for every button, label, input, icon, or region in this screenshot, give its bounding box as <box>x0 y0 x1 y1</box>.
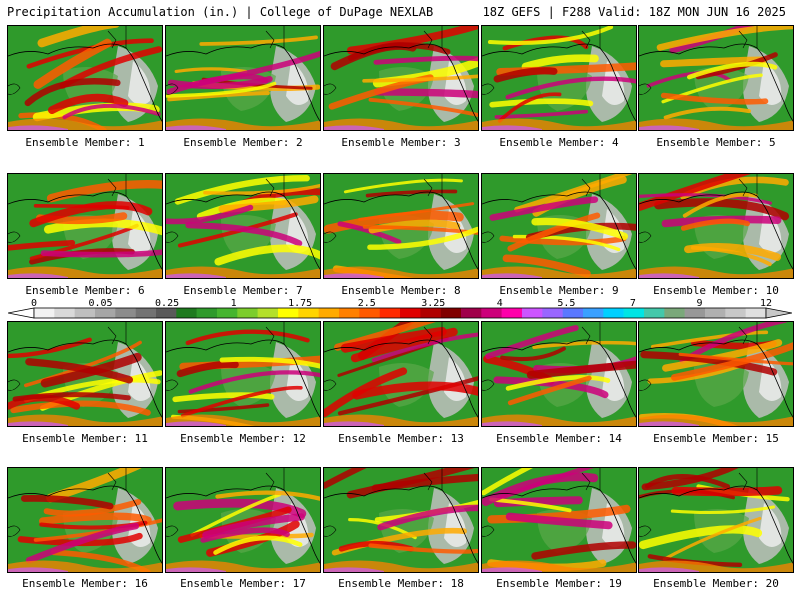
colorbar-swatch <box>237 308 258 318</box>
colorbar-swatch <box>318 308 340 318</box>
colorbar-tick-label: 9 <box>696 298 703 309</box>
colorbar-tick-label: 0 <box>30 298 38 309</box>
colorbar-swatch <box>745 308 767 318</box>
colorbar-swatch <box>379 308 401 318</box>
ensemble-member-label: Ensemble Member: 14 <box>496 432 622 445</box>
ensemble-member-label: Ensemble Member: 6 <box>25 284 145 297</box>
colorbar-swatch <box>176 308 197 318</box>
colorbar-swatch <box>278 308 299 318</box>
colorbar-swatch <box>115 308 136 318</box>
colorbar-tick-label: 1.75 <box>288 298 313 309</box>
precip-map-panel <box>638 467 794 573</box>
precip-map-panel <box>323 173 479 279</box>
colorbar-swatch <box>522 308 543 318</box>
colorbar-swatch <box>684 308 706 318</box>
precip-map-panel <box>323 467 479 573</box>
colorbar-tick-label: 12 <box>759 298 773 309</box>
colorbar-swatch <box>34 308 55 318</box>
colorbar-swatch <box>400 308 421 318</box>
ensemble-member-label: Ensemble Member: 8 <box>341 284 461 297</box>
precip-map-panel <box>481 467 637 573</box>
colorbar-left-arrow <box>8 307 35 319</box>
precip-map-panel <box>323 321 479 427</box>
ensemble-member-label: Ensemble Member: 15 <box>653 432 779 445</box>
colorbar-swatch <box>196 308 218 318</box>
colorbar-swatch <box>705 308 726 318</box>
valid-time: 18Z GEFS | F288 Valid: 18Z MON JUN 16 20… <box>482 5 786 19</box>
precip-map-panel <box>638 25 794 131</box>
ensemble-member-label: Ensemble Member: 17 <box>180 577 306 590</box>
colorbar-swatch <box>583 308 604 318</box>
colorbar-swatch <box>461 308 482 318</box>
ensemble-member-label: Ensemble Member: 12 <box>180 432 306 445</box>
colorbar-swatch <box>74 308 96 318</box>
colorbar-swatch <box>298 308 319 318</box>
colorbar-swatch <box>562 308 584 318</box>
colorbar-tick-label: 1 <box>230 298 237 309</box>
precip-map-panel <box>7 25 163 131</box>
ensemble-member-label: Ensemble Member: 20 <box>653 577 779 590</box>
precip-map-panel <box>165 467 321 573</box>
colorbar-swatch <box>257 308 279 318</box>
colorbar-swatch <box>359 308 380 318</box>
precip-map-panel <box>7 173 163 279</box>
colorbar <box>8 307 792 319</box>
ensemble-member-label: Ensemble Member: 13 <box>338 432 464 445</box>
precip-map-panel <box>165 321 321 427</box>
colorbar-swatch <box>644 308 665 318</box>
colorbar-swatch <box>623 308 645 318</box>
colorbar-swatch <box>440 308 462 318</box>
colorbar-swatch <box>542 308 563 318</box>
colorbar-tick-label: 3.25 <box>421 298 446 309</box>
ensemble-member-label: Ensemble Member: 11 <box>22 432 148 445</box>
precip-map-panel <box>323 25 479 131</box>
colorbar-swatch <box>217 308 238 318</box>
colorbar-right-arrow <box>765 307 792 319</box>
ensemble-member-label: Ensemble Member: 4 <box>499 136 619 149</box>
colorbar-tick-label: 5.5 <box>557 298 576 309</box>
map-title: Precipitation Accumulation (in.) | Colle… <box>7 5 434 19</box>
ensemble-member-label: Ensemble Member: 16 <box>22 577 148 590</box>
colorbar-swatch <box>725 308 746 318</box>
ensemble-member-label: Ensemble Member: 18 <box>338 577 464 590</box>
precip-map-panel <box>165 25 321 131</box>
colorbar-swatch <box>603 308 624 318</box>
colorbar-swatch <box>664 308 685 318</box>
precip-map-panel <box>638 173 794 279</box>
colorbar-swatch <box>501 308 523 318</box>
precip-map-panel <box>7 467 163 573</box>
ensemble-member-label: Ensemble Member: 19 <box>496 577 622 590</box>
colorbar-swatch <box>95 308 116 318</box>
colorbar-tick-label: 4 <box>496 298 503 309</box>
colorbar-tick-label: 7 <box>629 298 636 309</box>
precip-map-panel <box>481 321 637 427</box>
colorbar-swatch <box>156 308 177 318</box>
colorbar-swatch <box>339 308 360 318</box>
ensemble-member-label: Ensemble Member: 2 <box>183 136 303 149</box>
precip-map-panel <box>481 173 637 279</box>
precip-map-panel <box>481 25 637 131</box>
colorbar-swatch <box>481 308 502 318</box>
precip-map-panel <box>638 321 794 427</box>
colorbar-swatch <box>420 308 441 318</box>
colorbar-tick-label: 2.5 <box>357 298 376 309</box>
colorbar-tick-label: 0.05 <box>88 298 113 309</box>
colorbar-swatch <box>135 308 157 318</box>
precip-map-panel <box>7 321 163 427</box>
colorbar-tick-label: 0.25 <box>155 298 180 309</box>
precip-map-panel <box>165 173 321 279</box>
ensemble-member-label: Ensemble Member: 3 <box>341 136 461 149</box>
ensemble-member-label: Ensemble Member: 7 <box>183 284 303 297</box>
ensemble-member-label: Ensemble Member: 1 <box>25 136 145 149</box>
ensemble-member-label: Ensemble Member: 10 <box>653 284 779 297</box>
colorbar-swatch <box>54 308 75 318</box>
ensemble-member-label: Ensemble Member: 9 <box>499 284 619 297</box>
ensemble-member-label: Ensemble Member: 5 <box>656 136 776 149</box>
